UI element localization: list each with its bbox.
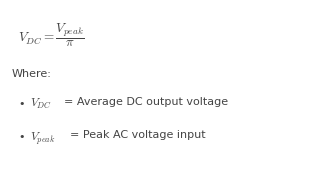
Text: •: • [18,99,24,109]
Text: $V_{peak}$: $V_{peak}$ [30,130,55,147]
Text: •: • [18,132,24,142]
Text: $V_{DC}$: $V_{DC}$ [30,97,52,111]
Text: = Average DC output voltage: = Average DC output voltage [64,97,228,107]
Text: $V_{DC} = \dfrac{V_{peak}}{\pi}$: $V_{DC} = \dfrac{V_{peak}}{\pi}$ [18,22,85,49]
Text: Where:: Where: [12,69,52,79]
Text: = Peak AC voltage input: = Peak AC voltage input [70,130,206,140]
